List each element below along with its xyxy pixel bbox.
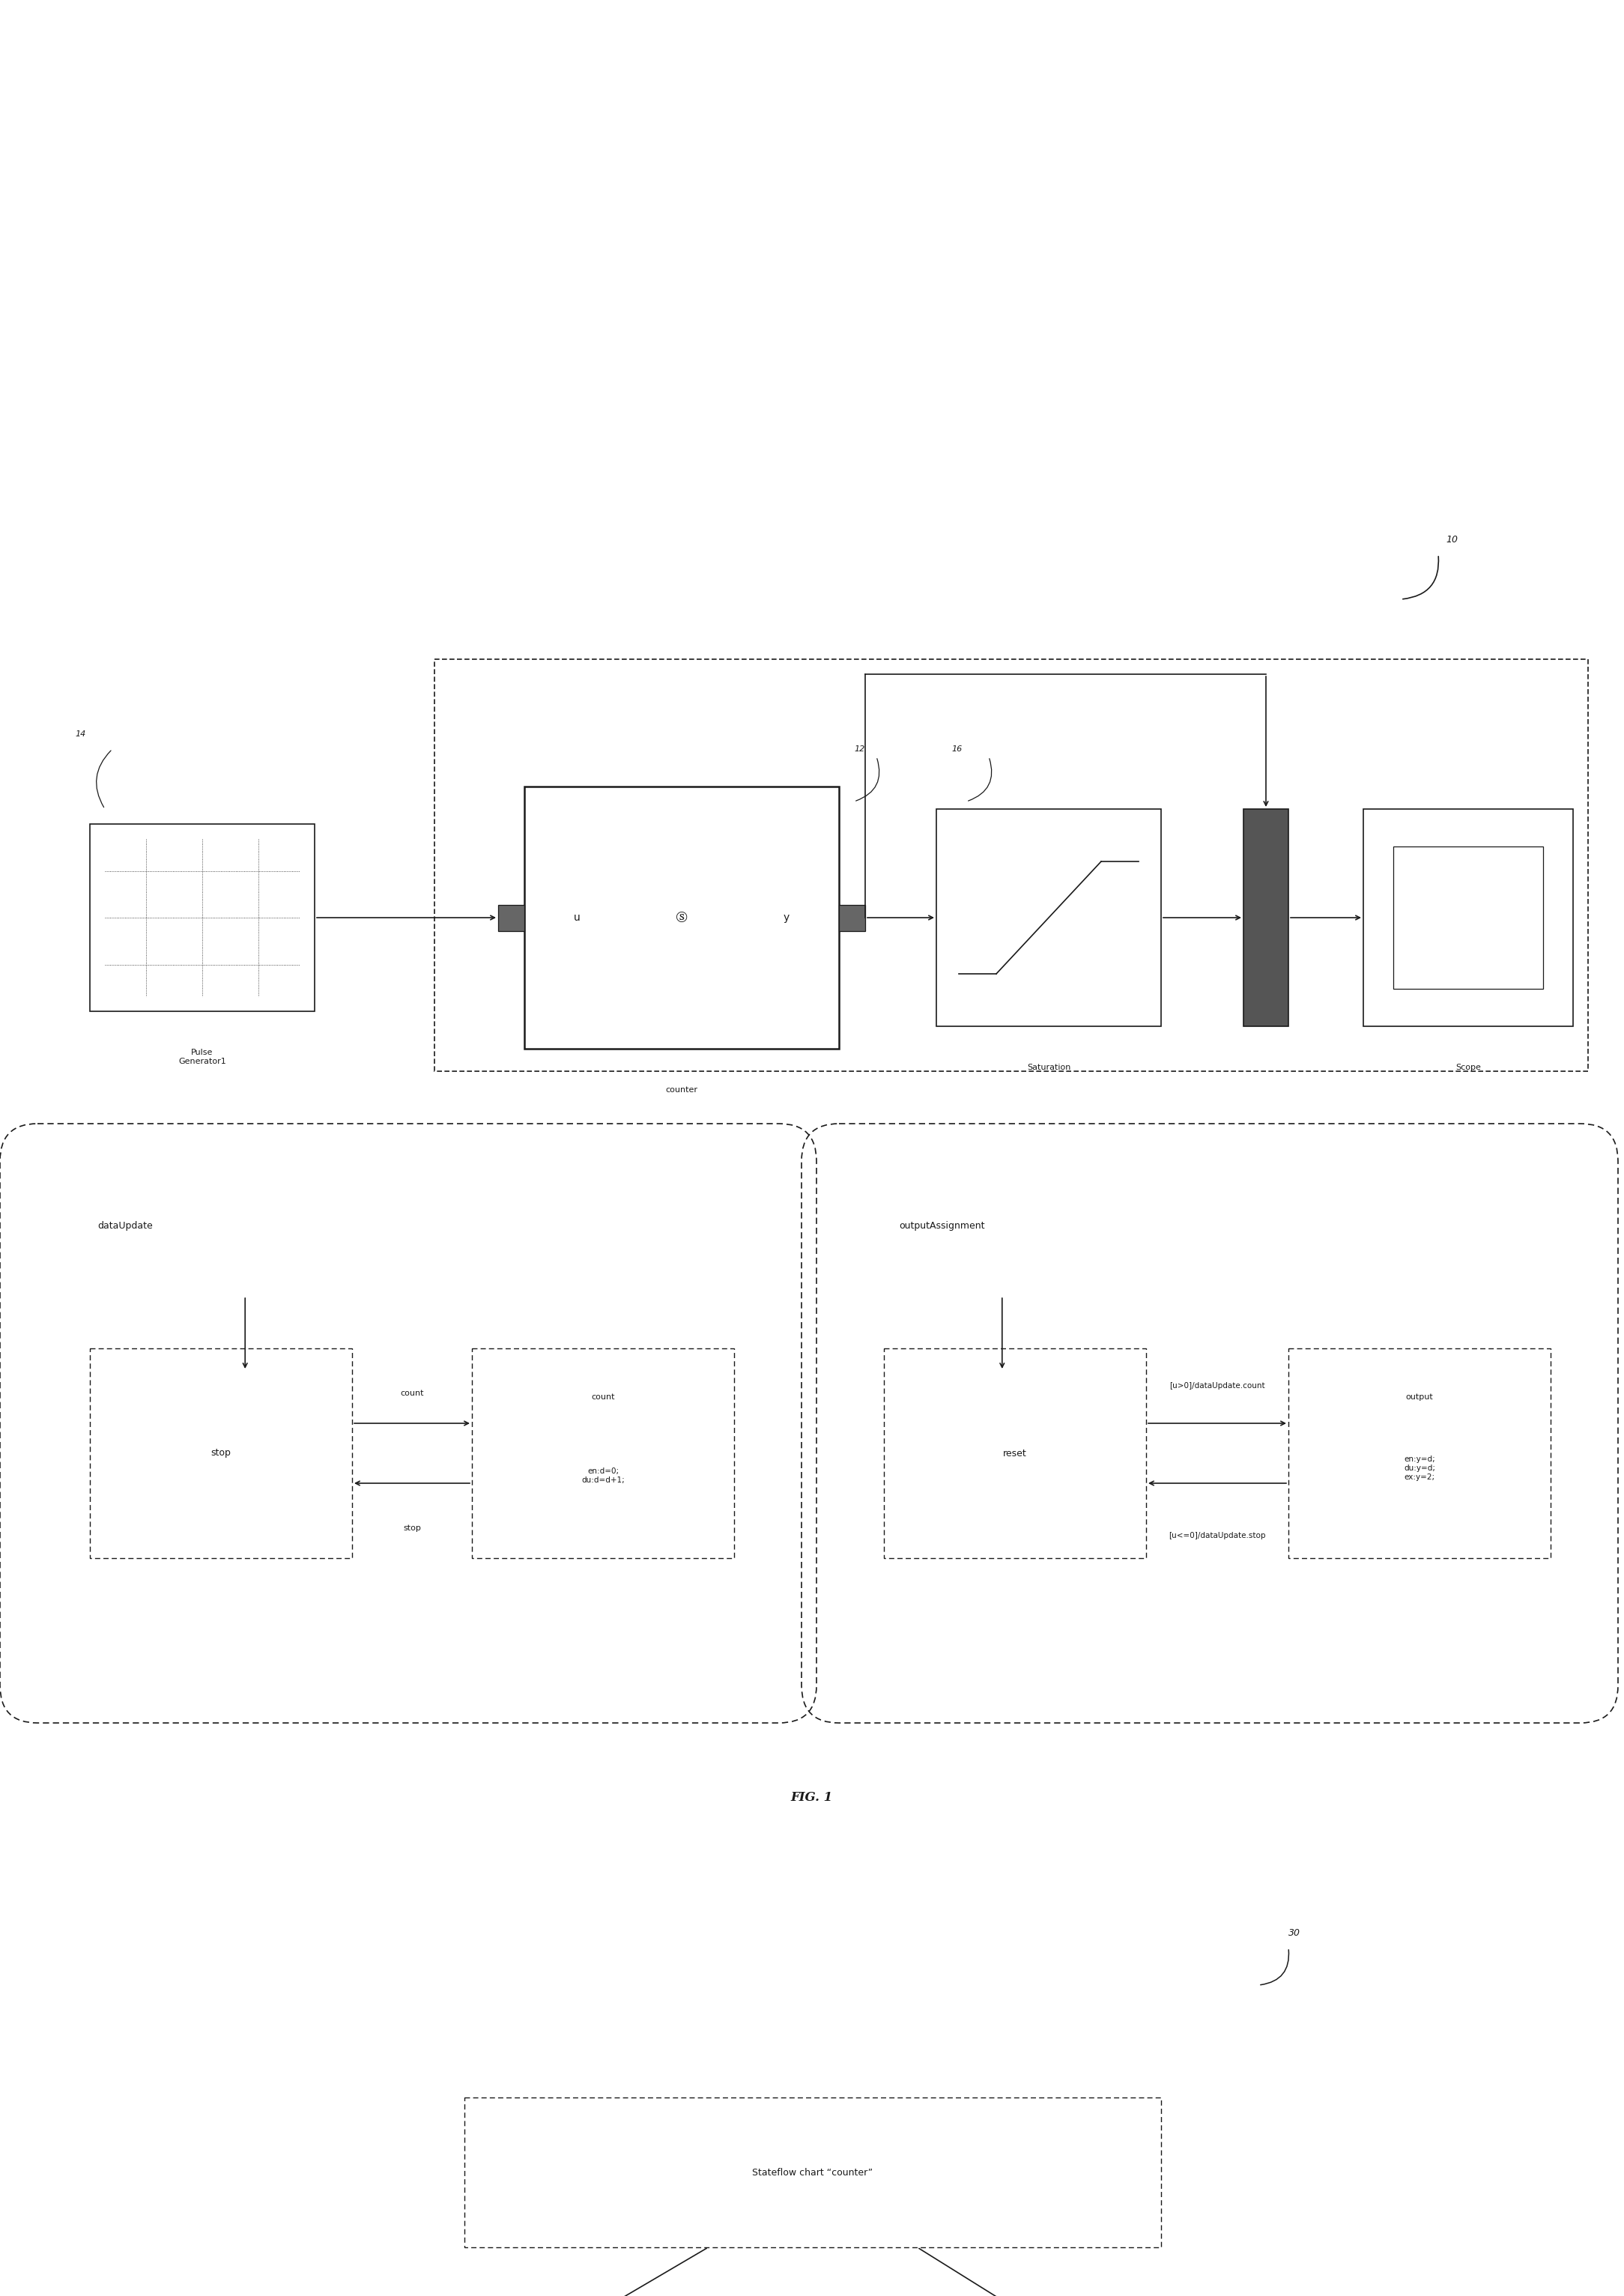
Bar [464, 2099, 1161, 2248]
Bar [937, 808, 1161, 1026]
Bar [435, 659, 1588, 1072]
Bar [1393, 847, 1543, 990]
Text: Stateflow chart “counter”: Stateflow chart “counter” [752, 2167, 874, 2177]
Text: counter: counter [666, 1086, 698, 1093]
Text: [u<=0]/dataUpdate.stop: [u<=0]/dataUpdate.stop [1169, 1531, 1265, 1538]
Text: Scope: Scope [1455, 1063, 1481, 1072]
Text: outputAssignment: outputAssignment [900, 1221, 984, 1231]
Text: 16: 16 [952, 746, 961, 753]
Text: count: count [591, 1394, 615, 1401]
Bar [1288, 1348, 1551, 1559]
Text: u: u [573, 912, 580, 923]
Text: count: count [400, 1389, 424, 1396]
Text: output: output [1406, 1394, 1434, 1401]
Bar [89, 1348, 352, 1559]
Text: stop: stop [403, 1525, 421, 1531]
Text: 10: 10 [1445, 535, 1458, 544]
Text: Saturation: Saturation [1026, 1063, 1070, 1072]
Text: Pulse
Generator1: Pulse Generator1 [179, 1049, 226, 1065]
Bar [1363, 808, 1574, 1026]
Bar [1244, 808, 1288, 1026]
Bar [525, 788, 840, 1049]
Text: 12: 12 [854, 746, 864, 753]
Text: $\circledS$: $\circledS$ [676, 909, 687, 925]
Text: dataUpdate: dataUpdate [97, 1221, 153, 1231]
Text: en:y=d;
du:y=d;
ex:y=2;: en:y=d; du:y=d; ex:y=2; [1403, 1456, 1436, 1481]
Bar [89, 824, 315, 1010]
Text: reset: reset [1004, 1449, 1026, 1458]
Bar [473, 1348, 734, 1559]
Bar [499, 905, 525, 930]
Text: en:d=0;
du:d=d+1;: en:d=0; du:d=d+1; [581, 1467, 625, 1483]
Text: 30: 30 [1288, 1929, 1301, 1938]
Text: FIG. 1: FIG. 1 [791, 1791, 833, 1805]
Text: stop: stop [211, 1449, 231, 1458]
Text: [u>0]/dataUpdate.count: [u>0]/dataUpdate.count [1169, 1382, 1265, 1389]
Bar [883, 1348, 1147, 1559]
Text: y: y [783, 912, 789, 923]
Text: 14: 14 [75, 730, 86, 737]
Bar [840, 905, 866, 930]
